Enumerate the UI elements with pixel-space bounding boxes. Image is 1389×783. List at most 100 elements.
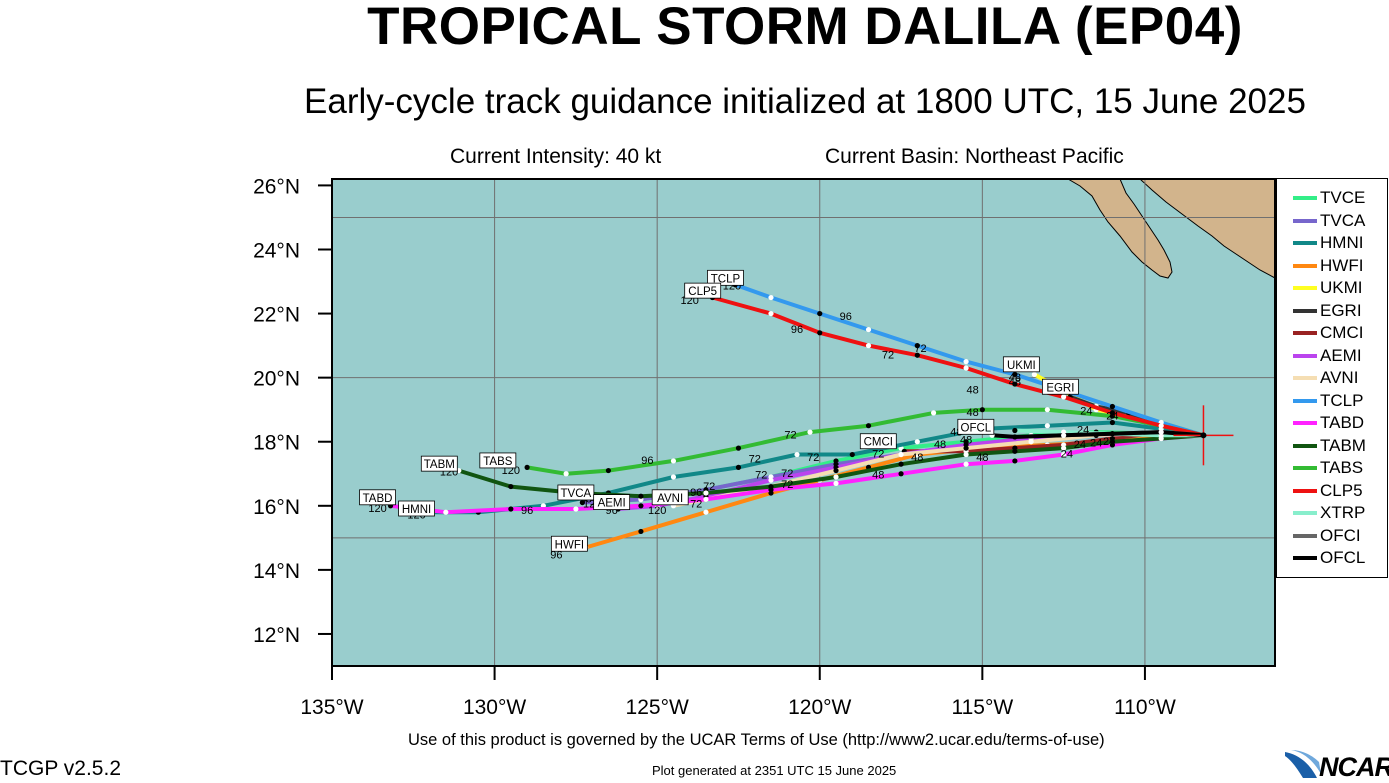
track-label-box: [651, 489, 689, 506]
forecast-hour-label: 72: [690, 498, 702, 510]
track-point: [1109, 410, 1116, 416]
track-point: [1109, 403, 1116, 410]
lon-tick-label: 115°W: [951, 696, 1013, 719]
track-label-box: [557, 484, 595, 501]
forecast-hour-label: 96: [641, 455, 653, 467]
legend-swatch: [1293, 488, 1317, 493]
track-point: [914, 439, 920, 445]
track-point: [768, 310, 774, 317]
track-label-cmci: CMCI: [864, 437, 893, 449]
track-point: [1109, 439, 1116, 445]
legend-label: HWFI: [1320, 255, 1364, 275]
forecast-hour-label: 96: [550, 550, 562, 562]
track-label-ofcl: OFCL: [961, 422, 992, 434]
legend-item-hmni: HMNI: [1293, 232, 1387, 254]
map-grid: [332, 179, 1275, 666]
legend-label: TABD: [1320, 413, 1365, 432]
track-point: [1158, 429, 1164, 435]
forecast-hour-label: 48: [911, 452, 923, 464]
terms-of-use-notice: Use of this product is governed by the U…: [408, 731, 1105, 749]
legend-item-avni: AVNI: [1293, 367, 1387, 389]
track-label-box: [550, 535, 588, 552]
forecast-hour-label: 120: [368, 503, 386, 515]
legend-item-cmci: CMCI: [1293, 322, 1387, 344]
track-point: [1109, 431, 1116, 437]
lon-tick-label: 125°W: [626, 696, 689, 719]
track-label-box: [684, 282, 722, 299]
lat-tick-label: 20°N: [253, 368, 300, 391]
track-point: [638, 528, 644, 535]
track-point: [1044, 407, 1050, 413]
track-point: [1061, 451, 1067, 458]
lat-tick-label: 18°N: [253, 432, 300, 455]
forecast-hour-label: 96: [840, 311, 852, 323]
track-label-box: [707, 269, 744, 286]
track-point: [963, 451, 969, 458]
legend-label: CLP5: [1320, 480, 1363, 500]
track-point: [703, 496, 709, 502]
legend-swatch: [1293, 443, 1317, 448]
legend-item-aemi: AEMI: [1293, 345, 1387, 367]
forecast-hour-label: 72: [749, 454, 761, 466]
track-label-tvca: TVCA: [561, 488, 592, 500]
track-label-tclp: TCLP: [711, 273, 741, 285]
track-point: [508, 483, 514, 490]
track-point: [579, 499, 585, 506]
track-point: [807, 429, 813, 435]
track-point: [914, 343, 920, 349]
forecast-hour-label: 96: [791, 324, 803, 336]
track-point: [1061, 394, 1067, 400]
legend-label: OFCL: [1320, 548, 1366, 567]
map-frame: [331, 178, 1276, 667]
legend-swatch: [1293, 421, 1317, 425]
track-label-box: [420, 455, 458, 472]
storm-position-marker: [1173, 405, 1234, 466]
track-point: [638, 493, 644, 499]
forecast-hour-label: 24: [1077, 425, 1089, 437]
legend-label: XTRP: [1320, 503, 1366, 522]
legend-swatch: [1293, 263, 1317, 268]
track-point: [865, 343, 872, 349]
track-point: [703, 490, 709, 496]
current-basin: Current Basin: Northeast Pacific: [825, 145, 1124, 168]
legend-swatch: [1293, 398, 1317, 403]
forecast-hour-label: 72: [872, 449, 884, 461]
track-point: [768, 477, 774, 483]
track-label-box: [1041, 378, 1079, 395]
page-title: TROPICAL STORM DALILA (EP04): [367, 0, 1243, 56]
legend-item-clp5: CLP5: [1293, 480, 1387, 502]
track-point: [1028, 439, 1034, 445]
lon-tick-label: 130°W: [463, 696, 526, 719]
track-point: [638, 503, 644, 509]
legend-label: UKMI: [1320, 278, 1363, 297]
legend-item-tvce: TVCE: [1293, 187, 1387, 209]
lat-tick-label: 12°N: [253, 624, 300, 647]
track-point: [1109, 419, 1116, 426]
legend-label: CMCI: [1320, 323, 1364, 342]
ncar-logo-text: NCAR: [1319, 752, 1389, 782]
track-point: [735, 445, 742, 451]
track-hmni: [411, 420, 1206, 515]
track-point: [963, 365, 969, 371]
track-point: [1061, 445, 1067, 451]
track-point: [979, 407, 985, 413]
legend-item-xtrp: XTRP: [1293, 502, 1387, 524]
track-label-egri: EGRI: [1046, 382, 1074, 394]
legend-item-ofci: OFCI: [1293, 525, 1387, 547]
legend-swatch: [1293, 353, 1317, 358]
forecast-hour-label: 48: [934, 439, 946, 451]
track-point: [1061, 432, 1067, 438]
map-axes: 135°W 130°W 125°W 120°W 115°W 110°W 12°N 14°N 16…: [253, 175, 1176, 719]
track-point: [963, 445, 969, 451]
model-tracks: [387, 282, 1206, 551]
version-label: TCGP v2.5.2: [0, 757, 121, 780]
legend-item-tvca: TVCA: [1293, 210, 1387, 232]
lat-tick-label: 16°N: [253, 496, 300, 519]
forecast-hour-label: 72: [784, 430, 796, 442]
track-point: [930, 410, 937, 416]
track-label-box: [398, 500, 435, 517]
track-point: [898, 461, 904, 467]
forecast-hour-label: 96: [521, 505, 533, 517]
mainland-mexico-land: [1139, 179, 1275, 279]
legend-label: AVNI: [1320, 368, 1359, 387]
